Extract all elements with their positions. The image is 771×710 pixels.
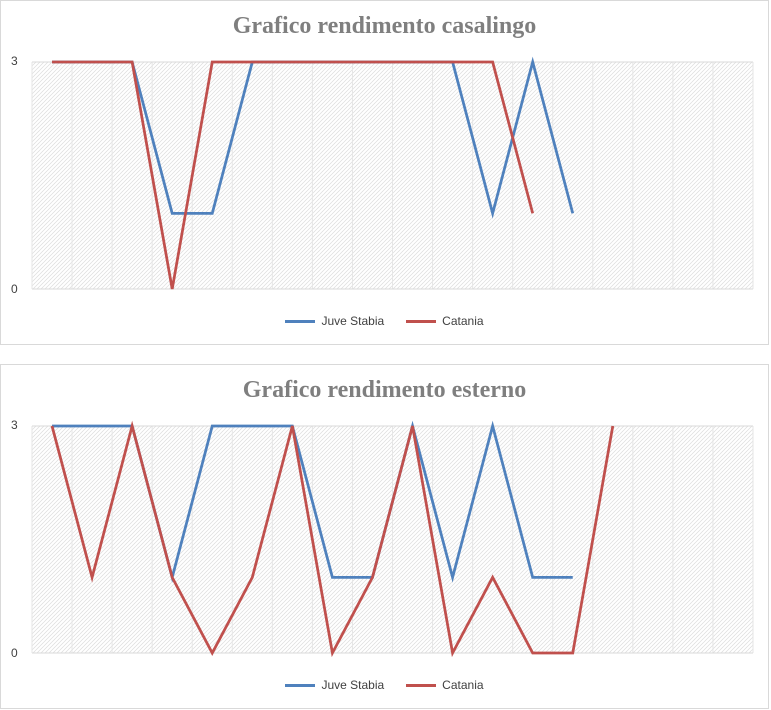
legend-swatch bbox=[406, 683, 437, 687]
legend-item-catania: Catania bbox=[406, 678, 484, 692]
line-chart-home bbox=[31, 56, 754, 290]
chart-title: Grafico rendimento esterno bbox=[242, 377, 527, 403]
y-tick-label-min: 0 bbox=[11, 646, 18, 660]
legend-item-juve-stabia: Juve Stabia bbox=[285, 314, 384, 328]
legend-label: Catania bbox=[442, 678, 484, 692]
legend-label: Juve Stabia bbox=[321, 678, 385, 692]
legend-label: Catania bbox=[442, 314, 484, 328]
legend-item-catania: Catania bbox=[406, 314, 484, 328]
legend: Juve Stabia Catania bbox=[1, 314, 768, 328]
y-tick-label-min: 0 bbox=[11, 282, 18, 296]
legend: Juve Stabia Catania bbox=[1, 678, 768, 692]
series-line-catania bbox=[52, 60, 535, 290]
y-tick-label-max: 3 bbox=[11, 54, 18, 68]
chart-title: Grafico rendimento casalingo bbox=[232, 13, 537, 39]
chart-panel-home: Grafico rendimento casalingo 3 0 Juve St… bbox=[0, 0, 769, 345]
y-tick-label-max: 3 bbox=[11, 418, 18, 432]
legend-swatch bbox=[285, 683, 316, 687]
legend-swatch bbox=[285, 319, 316, 323]
series-line-catania bbox=[50, 420, 615, 658]
legend-swatch bbox=[406, 319, 437, 323]
legend-item-juve-stabia: Juve Stabia bbox=[285, 678, 384, 692]
line-chart-away bbox=[31, 420, 754, 658]
legend-label: Juve Stabia bbox=[321, 314, 385, 328]
chart-panel-away: Grafico rendimento esterno 3 0 Juve Stab… bbox=[0, 364, 769, 709]
